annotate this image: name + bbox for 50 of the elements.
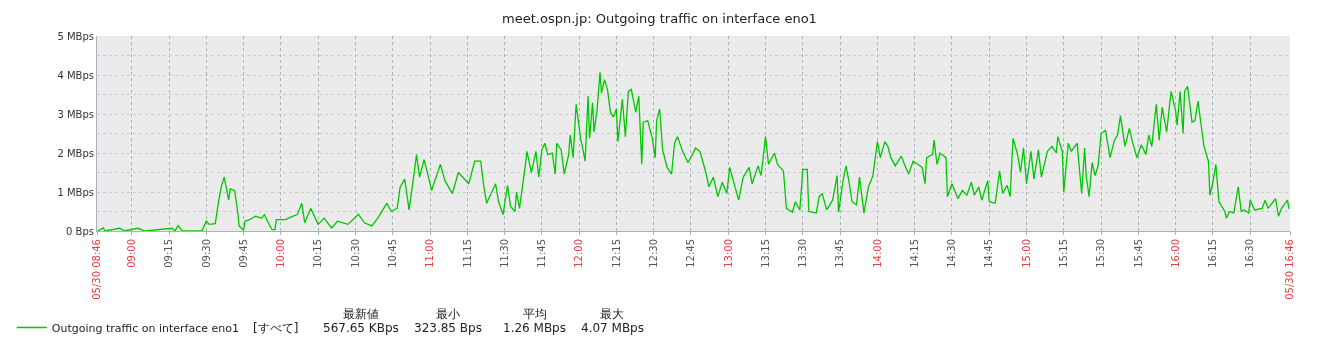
x-tick-label: 15:45	[1132, 239, 1144, 268]
x-tick-label: 16:15	[1207, 239, 1219, 268]
text: 最小	[436, 307, 460, 321]
x-tick-label: 13:30	[797, 239, 809, 268]
x-tick-label: 12:00	[573, 239, 585, 268]
x-tick-label: 14:00	[871, 239, 883, 268]
y-tick-label: 0 Bps	[66, 225, 94, 237]
x-tick-label: 11:30	[498, 239, 510, 268]
x-tick-label: 05/30 16:46	[1284, 239, 1296, 300]
x-tick-label: 14:15	[908, 239, 920, 268]
text: 567.65 KBps	[323, 321, 399, 335]
x-tick-label: 09:30	[200, 239, 212, 268]
x-tick-label: 15:30	[1095, 239, 1107, 268]
text: 最新値	[343, 307, 379, 321]
x-tick-label: 15:00	[1020, 239, 1032, 268]
text: [すべて]	[253, 321, 299, 335]
text: 最大	[600, 307, 624, 321]
x-tick-label: 13:15	[759, 239, 771, 268]
x-tick-label: 10:15	[312, 239, 324, 268]
x-tick-label: 12:30	[647, 239, 659, 268]
text: 1.26 MBps	[503, 321, 566, 335]
text: 323.85 Bps	[414, 321, 482, 335]
x-tick-label: 11:45	[536, 239, 548, 268]
x-tick-label: 14:45	[983, 239, 995, 268]
x-tick-label: 16:00	[1169, 239, 1181, 268]
y-tick-label: 3 MBps	[57, 108, 94, 120]
text: 4.07 MBps	[581, 321, 644, 335]
x-tick-label: 10:30	[349, 239, 361, 268]
x-tick-label: 15:15	[1058, 239, 1070, 268]
x-tick-label: 12:45	[685, 239, 697, 268]
x-tick-label: 10:45	[386, 239, 398, 268]
x-tick-label: 10:00	[275, 239, 287, 268]
x-tick-label: 12:15	[610, 239, 622, 268]
chart-title: meet.ospn.jp: Outgoing traffic on interface eno1	[502, 10, 817, 26]
text: 平均	[523, 307, 547, 321]
legend-label: Outgoing traffic on interface eno1	[51, 321, 239, 335]
x-tick-label: 09:00	[126, 239, 137, 268]
x-tick-label: 09:45	[237, 239, 249, 268]
y-tick-label: 2 MBps	[57, 147, 94, 159]
x-tick-label: 09:15	[163, 239, 175, 268]
x-tick-label: 16:30	[1244, 239, 1256, 268]
x-tick-label: 11:00	[424, 239, 436, 268]
y-tick-label: 4 MBps	[57, 69, 94, 81]
x-tick-label: 13:00	[722, 239, 734, 268]
x-tick-label: 05/30 08:46	[91, 239, 103, 300]
x-tick-label: 14:30	[946, 239, 958, 268]
y-tick-label: 5 MBps	[57, 30, 94, 42]
x-tick-label: 11:15	[461, 239, 473, 268]
y-tick-label: 1 MBps	[57, 186, 94, 198]
x-tick-label: 13:45	[834, 239, 846, 268]
